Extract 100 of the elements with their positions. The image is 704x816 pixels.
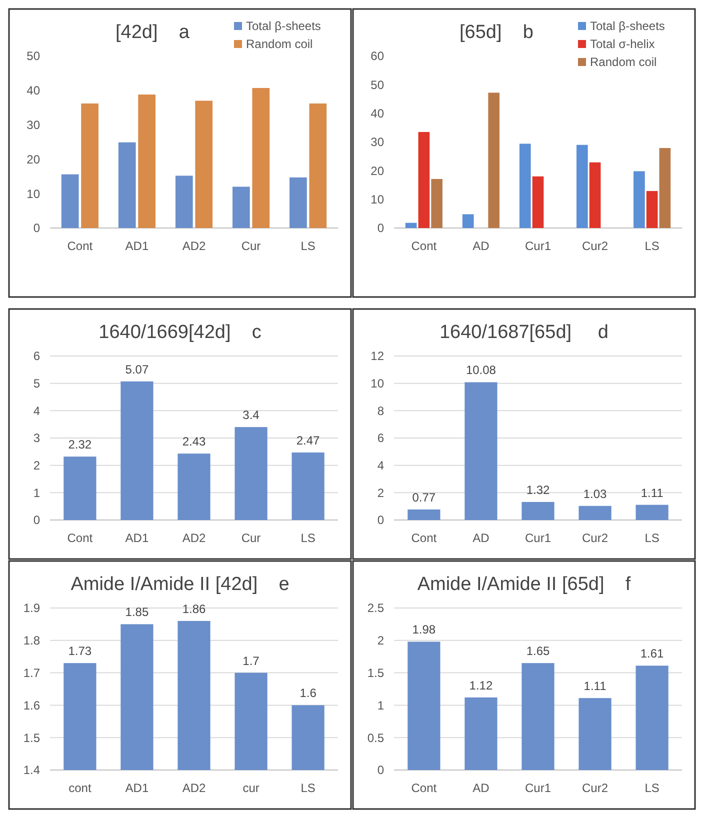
x-tick-label: AD2 [182,781,206,795]
y-tick-label: 1 [33,486,40,500]
bar [195,100,213,228]
x-tick-label: AD [472,531,490,545]
y-tick-label: 4 [377,458,384,473]
x-tick-label: Cont [67,239,94,253]
y-tick-label: 2.5 [367,601,384,616]
y-tick-label: 40 [26,84,40,98]
legend-label: Random coil [590,55,657,70]
y-tick-label: 6 [377,431,384,446]
y-tick-label: 30 [370,135,384,150]
bar [118,142,136,228]
y-tick-label: 50 [370,78,384,92]
data-label: 1.86 [182,602,206,616]
bar [408,509,440,520]
data-label: 1.11 [584,679,607,694]
bar [232,186,250,228]
y-tick-label: 0 [377,763,384,778]
bar [636,666,668,770]
x-tick-label: Cur2 [582,239,608,253]
chart-title: Amide I/Amide II [42d] e [70,574,290,595]
y-tick-label: 2 [377,634,384,648]
x-tick-label: cont [68,781,92,795]
y-tick-label: 0.5 [367,730,384,745]
x-tick-label: AD [472,781,490,795]
data-label: 1.6 [300,686,317,700]
data-label: 1.11 [640,486,664,500]
x-tick-label: LS [644,781,660,795]
y-tick-label: 1.7 [23,666,40,680]
bar [589,162,601,228]
x-tick-label: Cur2 [582,781,608,795]
x-tick-label: LS [300,531,316,545]
y-tick-label: 30 [26,118,40,132]
x-tick-label: Cur [241,531,261,545]
y-tick-label: 0 [377,221,384,236]
bar [578,506,612,520]
y-tick-label: 10 [370,192,384,207]
bar [431,178,442,228]
data-label: 1.85 [125,605,149,620]
bar [634,171,645,228]
data-label: 2.47 [296,433,320,448]
x-tick-label: AD2 [182,531,206,545]
x-tick-label: LS [300,781,316,795]
bar [578,698,612,770]
data-label: 0.77 [412,490,436,504]
bar [175,176,193,228]
x-tick-label: AD [472,239,490,253]
y-tick-label: 1.5 [367,666,384,680]
y-tick-label: 10 [370,376,384,391]
bar [120,381,154,520]
legend-label: Random coil [246,37,313,52]
bar [138,94,156,228]
y-tick-label: 4 [33,404,40,418]
y-tick-label: 20 [26,152,40,166]
y-tick-label: 10 [26,186,40,201]
data-label: 1.98 [412,622,436,637]
y-tick-label: 0 [377,513,384,528]
data-label: 10.08 [466,363,496,378]
bar [405,222,417,228]
x-tick-label: LS [300,239,316,253]
bar [64,456,96,520]
data-label: 2.32 [68,438,92,452]
x-tick-label: Cur1 [524,531,552,545]
chart-title: 1640/1669[42d] c [98,322,262,343]
data-label: 1.61 [640,646,664,661]
y-tick-label: 12 [370,349,384,364]
x-tick-label: Cur [241,239,261,253]
x-tick-label: Cont [411,239,438,253]
chart-title: [42d] a [116,22,190,43]
y-tick-label: 50 [26,49,40,64]
y-tick-label: 2 [33,458,40,473]
y-tick-label: 60 [370,49,384,64]
y-tick-label: 1.9 [23,601,40,616]
x-tick-label: AD1 [125,531,149,545]
bar [418,132,430,228]
y-tick-label: 0 [33,513,40,528]
bar [290,177,307,228]
data-label: 1.03 [583,486,608,501]
bar [636,504,668,520]
y-tick-label: 40 [370,106,384,121]
bar [576,144,588,228]
bar [234,427,268,520]
x-tick-label: LS [644,239,660,253]
y-tick-label: 8 [377,404,384,418]
y-tick-label: 1 [377,698,384,712]
x-tick-label: Cur1 [524,781,552,795]
bar [464,697,498,770]
chart-title: [65d] b [460,22,534,43]
x-tick-label: Cont [411,781,438,795]
y-tick-label: 1.6 [23,698,40,712]
data-label: 2.43 [182,434,206,449]
x-tick-label: LS [644,531,660,545]
data-label: 5.07 [125,362,149,376]
y-tick-label: 1.8 [23,634,40,648]
bar [519,144,531,228]
legend-label: Total σ-helix [590,37,655,52]
x-tick-label: AD1 [125,781,149,795]
x-tick-label: Cont [411,531,438,545]
y-tick-label: 20 [370,164,384,178]
bar [488,92,500,228]
